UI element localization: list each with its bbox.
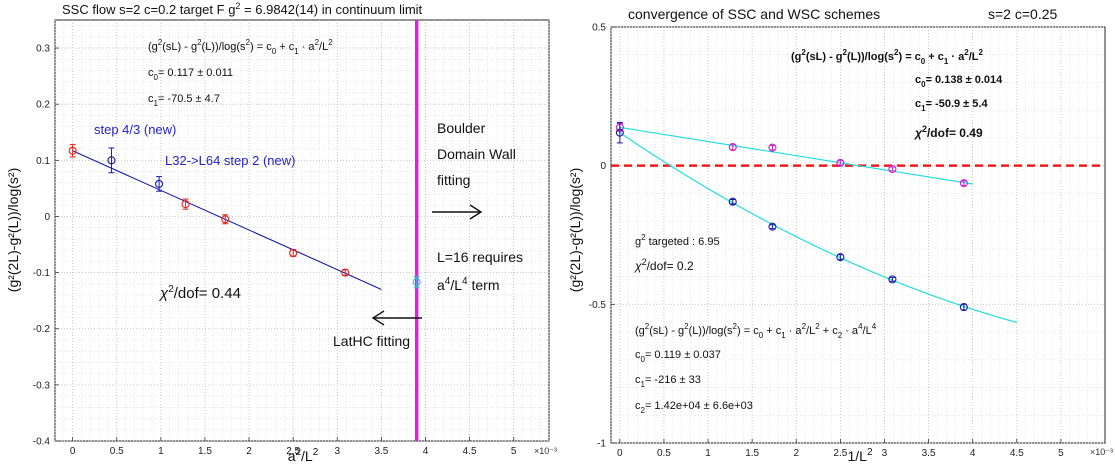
left-boulder-1: Boulder <box>437 120 486 136</box>
right-x-tick-label: 1.5 <box>745 448 759 459</box>
right-x-tick-label: 3 <box>882 448 888 459</box>
right-chart: 0 0.5 1 1.5 2 2.5 3 3.5 4 4.5 5 -1 -0.5 0 0.5 converge… <box>567 6 1113 464</box>
left-step-label: step 4/3 (new) <box>94 122 176 137</box>
left-x-multiplier: ×10⁻³ <box>534 446 557 456</box>
left-y-tick-label: -0.1 <box>33 268 51 279</box>
left-fit-formula: (g2(sL) - g2(L))/log(s2) = c0 + c1 · a2/… <box>148 38 333 56</box>
right-data-point <box>615 128 624 137</box>
right-chart-params: s=2 c=0.25 <box>988 6 1057 22</box>
left-x-tick-label: 2 <box>246 446 252 457</box>
left-data-point <box>341 268 350 277</box>
left-x-tick-label: 3 <box>335 446 341 457</box>
left-y-tick-label: 0.2 <box>36 100 50 111</box>
left-c1-value: c1= -70.5 ± 4.7 <box>148 93 220 108</box>
right-y-tick-label: -0.5 <box>589 300 607 311</box>
left-x-tick-label: 1 <box>158 446 164 457</box>
right-chi2-1: χ2/dof= 0.49 <box>913 124 983 140</box>
right-data-point <box>768 222 777 231</box>
left-y-axis-label: (g²(2L)-g²(L))/log(s²) <box>5 168 21 292</box>
left-y-tick-label: 0.1 <box>36 156 50 167</box>
left-arrow-icon <box>371 310 422 326</box>
left-y-tick-label: 0 <box>44 212 50 223</box>
right-fit-line-upper <box>619 126 973 185</box>
left-marks <box>68 20 421 441</box>
left-x-tick-label: 3.5 <box>374 446 388 457</box>
left-l32-label: L32->L64 step 2 (new) <box>165 153 295 168</box>
right-x-tick-label: 0 <box>617 448 623 459</box>
left-data-point <box>289 248 298 258</box>
right-x-tick-label: 2.5 <box>833 448 847 459</box>
left-x-tick-label: 0 <box>70 446 76 457</box>
left-l16-line1: L=16 requires <box>437 249 523 265</box>
left-x-tick-label: 1.5 <box>198 446 212 457</box>
left-data-point <box>155 179 164 188</box>
left-fit-line <box>72 150 382 290</box>
right-c0b-value: c0= 0.119 ± 0.037 <box>635 349 721 364</box>
right-x-tick-label: 2 <box>793 448 799 459</box>
left-x-axis-label: a2/L2 <box>288 447 319 464</box>
left-y-tick-label: -0.3 <box>33 380 51 391</box>
left-lathc-label: LatHC fitting <box>333 333 410 349</box>
right-y-tick-label: -1 <box>597 439 606 450</box>
left-chart-title: SSC flow s=2 c=0.2 target F g2 = 6.9842(… <box>62 1 423 17</box>
right-x-tick-label: 4.5 <box>1010 448 1024 459</box>
right-data-point <box>959 179 968 188</box>
right-arrow-icon <box>432 204 483 220</box>
right-data-point <box>728 143 737 152</box>
left-data-point <box>221 215 230 224</box>
right-x-tick-label: 3.5 <box>922 448 936 459</box>
left-chi2: χ2/dof= 0.44 <box>158 284 241 302</box>
left-grid <box>54 20 550 442</box>
right-data-point <box>888 275 897 284</box>
left-data-point <box>181 200 190 209</box>
right-x-tick-label: 5 <box>1058 448 1064 459</box>
left-x-tick-label: 5 <box>511 446 517 457</box>
left-x-tick-label: 4.5 <box>463 446 477 457</box>
right-chart-title: convergence of SSC and WSC schemes <box>628 6 880 22</box>
left-chart: 0 0.5 1 1.5 2 2.5 3 3.5 4 4.5 5 -0.4 -0.3 -0.2 -0.1 0 0.… <box>5 1 557 464</box>
left-l16-line2: a4/L4 term <box>437 276 500 293</box>
right-data-point <box>959 303 968 312</box>
left-y-tick-label: -0.4 <box>33 437 51 448</box>
right-fit-formula-2: (g2(sL) - g2(L))/log(s2) = c0 + c1 · a2/… <box>635 322 877 340</box>
right-x-tick-label: 0.5 <box>657 448 671 459</box>
right-chi2-2: χ2/dof= 0.2 <box>634 257 694 273</box>
right-c0-value: c0= 0.138 ± 0.014 <box>915 74 1003 89</box>
left-data-point <box>412 278 421 287</box>
left-c0-value: c0= 0.117 ± 0.011 <box>148 67 233 82</box>
right-c2b-value: c2= 1.42e+04 ± 6.6e+03 <box>635 400 753 415</box>
right-c1-value: c1= -50.9 ± 5.4 <box>915 98 988 113</box>
right-fit-line-lower <box>619 132 1017 324</box>
right-c1b-value: c1= -216 ± 33 <box>635 374 701 389</box>
left-y-tick-label: -0.2 <box>33 324 51 335</box>
right-data-point <box>888 164 897 174</box>
right-y-axis-label: (g²(2L)-g²(L))/log(s²) <box>567 168 583 292</box>
left-x-tick-label: 0.5 <box>110 446 124 457</box>
right-x-tick-label: 1 <box>705 448 711 459</box>
right-data-point <box>728 197 737 206</box>
left-x-tick-label: 2.5 <box>286 446 300 457</box>
left-boulder-3: fitting <box>437 172 470 188</box>
left-data-point <box>107 156 116 165</box>
left-boulder-2: Domain Wall <box>437 146 516 162</box>
right-y-tick-label: 0.5 <box>592 23 606 34</box>
right-grid <box>610 26 1105 444</box>
right-marks <box>611 121 1105 324</box>
right-data-point <box>768 143 777 152</box>
right-fit-formula-1: (g2(sL) - g2(L))/log(s2) = c0 + c1 · a2/… <box>791 48 984 66</box>
left-x-tick-label: 4 <box>423 446 429 457</box>
left-data-point <box>68 146 77 155</box>
right-x-axis-label: 1/L2 <box>847 447 872 464</box>
right-data-point <box>836 158 845 167</box>
left-y-tick-label: 0.3 <box>36 44 50 55</box>
right-x-tick-label: 4 <box>970 448 976 459</box>
left-ticks: 0 0.5 1 1.5 2 2.5 3 3.5 4 4.5 5 -0.4 -0.3 -0.2 -0.1 0 0.… <box>33 44 517 457</box>
right-g2-target: g2 targeted : 6.95 <box>635 233 720 248</box>
right-y-tick-label: 0 <box>600 161 606 172</box>
right-x-multiplier: ×10⁻³ <box>1090 447 1113 457</box>
right-data-point <box>836 253 845 262</box>
